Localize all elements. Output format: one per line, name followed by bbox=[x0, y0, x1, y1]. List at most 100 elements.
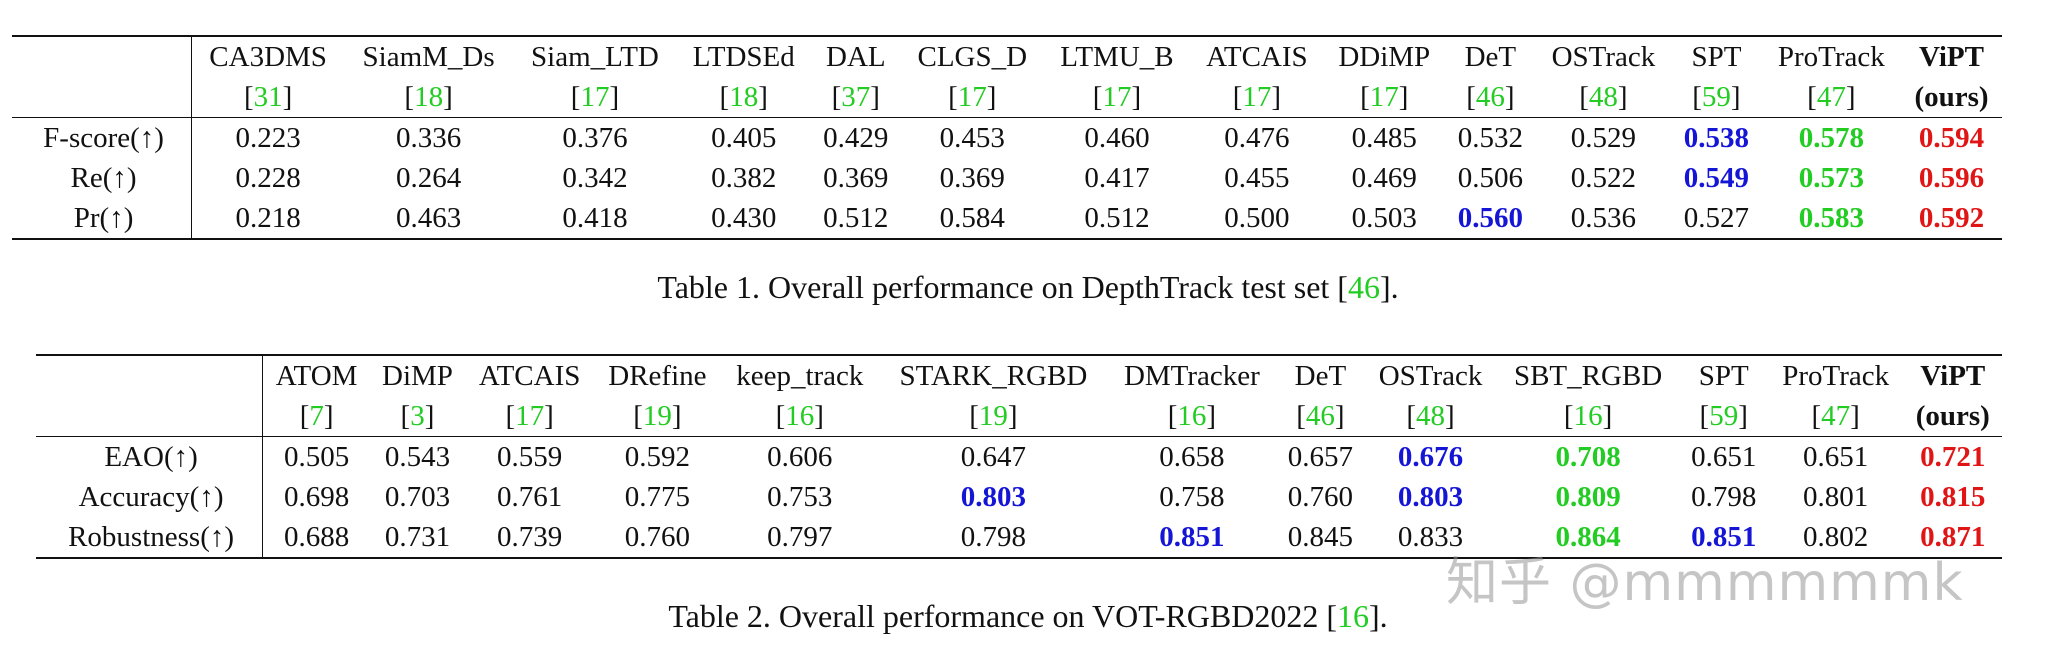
table-cell: 0.802 bbox=[1767, 517, 1904, 559]
column-ref: [16] bbox=[1167, 400, 1217, 432]
citation-link[interactable]: 19 bbox=[642, 400, 672, 432]
table-cell: 0.833 bbox=[1364, 517, 1497, 559]
table-cell: 0.761 bbox=[497, 481, 563, 513]
table-cell: 0.731 bbox=[370, 517, 465, 559]
column-ref: [46] bbox=[1296, 400, 1345, 432]
table-cell: 0.845 bbox=[1276, 517, 1365, 559]
column-ref: [48] bbox=[1406, 400, 1455, 432]
table-cell: 0.775 bbox=[624, 481, 690, 513]
table-cell: 0.578 bbox=[1761, 117, 1901, 158]
table-1-caption: Table 1. Overall performance on DepthTra… bbox=[0, 267, 2056, 307]
column-header: SBT_RGBD bbox=[1496, 354, 1680, 396]
column-ref: [31] bbox=[243, 81, 293, 113]
table-cell: 0.429 bbox=[810, 117, 902, 158]
citation-link[interactable]: 3 bbox=[410, 400, 425, 432]
column-ref: [47] bbox=[1811, 400, 1860, 432]
citation-link[interactable]: 18 bbox=[414, 81, 444, 113]
citation-link[interactable]: 19 bbox=[978, 400, 1008, 432]
table-cell: 0.606 bbox=[720, 436, 880, 477]
table-1: CA3DMS SiamM_Ds Siam_LTD LTDSEd DAL CLGS_D LTM… bbox=[12, 35, 2002, 240]
column-ref: [18] bbox=[404, 81, 453, 113]
table-cell: 0.651 bbox=[1767, 436, 1904, 477]
citation-link[interactable]: 17 bbox=[1102, 81, 1132, 113]
column-header: ProTrack bbox=[1761, 35, 1901, 77]
table-cell: 0.453 bbox=[901, 117, 1044, 158]
column-header: STARK_RGBD bbox=[879, 354, 1108, 396]
column-header: ViPT bbox=[1901, 35, 2002, 77]
table-2-grid: ATOM DiMP ATCAIS DRefine keep_track STARK_RGB… bbox=[36, 354, 2002, 559]
column-ref: (ours) bbox=[1901, 77, 2002, 118]
caption-ref[interactable]: 46 bbox=[1347, 269, 1380, 305]
header-row-refs: [7] [3] [17] [19] [16] [19] [16] [46] [48] [16] [5… bbox=[36, 396, 2002, 437]
citation-link[interactable]: 47 bbox=[1821, 400, 1851, 432]
citation-link[interactable]: 17 bbox=[1369, 81, 1399, 113]
column-ref: [17] bbox=[1092, 81, 1142, 113]
citation-link[interactable]: 18 bbox=[729, 81, 759, 113]
citation-link[interactable]: 16 bbox=[785, 400, 815, 432]
column-header: ProTrack bbox=[1767, 354, 1904, 396]
table-cell: 0.218 bbox=[191, 198, 345, 240]
column-ref: [3] bbox=[400, 400, 435, 432]
table-2: ATOM DiMP ATCAIS DRefine keep_track STARK_RGB… bbox=[36, 354, 2002, 559]
table-cell: 0.815 bbox=[1920, 481, 1986, 513]
citation-link[interactable]: 17 bbox=[957, 81, 987, 113]
citation-link[interactable]: 59 bbox=[1701, 81, 1731, 113]
table-cell: 0.594 bbox=[1901, 117, 2002, 158]
citation-link[interactable]: 17 bbox=[580, 81, 610, 113]
column-ref: [17] bbox=[570, 81, 620, 113]
citation-link[interactable]: 16 bbox=[1177, 400, 1207, 432]
citation-link[interactable]: 17 bbox=[515, 400, 545, 432]
column-header: OSTrack bbox=[1535, 35, 1672, 77]
column-header: DAL bbox=[810, 35, 902, 77]
citation-link[interactable]: 7 bbox=[309, 400, 324, 432]
column-header: DDiMP bbox=[1323, 35, 1446, 77]
table-cell: 0.596 bbox=[1918, 162, 1985, 194]
table-1-grid: CA3DMS SiamM_Ds Siam_LTD LTDSEd DAL CLGS_D LTM… bbox=[12, 35, 2002, 240]
table-row: F-score(↑) 0.223 0.336 0.376 0.405 0.429 0.453… bbox=[12, 117, 2002, 158]
table-cell: 0.592 bbox=[594, 436, 721, 477]
citation-link[interactable]: 47 bbox=[1816, 81, 1846, 113]
column-header: DeT bbox=[1445, 35, 1536, 77]
column-ref: [47] bbox=[1807, 81, 1856, 113]
column-header: Siam_LTD bbox=[513, 35, 677, 77]
corner-cell bbox=[36, 354, 264, 396]
table-cell: 0.529 bbox=[1535, 117, 1672, 158]
citation-link[interactable]: 17 bbox=[1242, 81, 1272, 113]
citation-link[interactable]: 46 bbox=[1305, 400, 1335, 432]
citation-link[interactable]: 37 bbox=[841, 81, 871, 113]
table-cell: 0.864 bbox=[1496, 517, 1680, 559]
corner-cell bbox=[12, 35, 193, 77]
citation-link[interactable]: 31 bbox=[253, 81, 283, 113]
table-cell: 0.592 bbox=[1901, 198, 2002, 240]
citation-link[interactable]: 48 bbox=[1416, 400, 1446, 432]
table-row: Accuracy(↑) 0.698 0.703 0.761 0.775 0.753 0.80… bbox=[36, 477, 2002, 517]
table-cell: 0.430 bbox=[676, 198, 811, 240]
caption-ref[interactable]: 16 bbox=[1337, 598, 1370, 634]
citation-link[interactable]: 48 bbox=[1588, 81, 1618, 113]
row-label: Robustness(↑) bbox=[36, 517, 264, 559]
header-row-names: ATOM DiMP ATCAIS DRefine keep_track STARK_RGB… bbox=[36, 354, 2002, 396]
table-cell: 0.584 bbox=[901, 198, 1044, 240]
table-cell: 0.512 bbox=[810, 198, 902, 240]
citation-link[interactable]: 16 bbox=[1573, 400, 1603, 432]
table-cell: 0.512 bbox=[1043, 198, 1191, 240]
citation-link[interactable]: 59 bbox=[1709, 400, 1739, 432]
column-ref: [17] bbox=[1360, 81, 1409, 113]
table-cell: 0.803 bbox=[1397, 481, 1464, 513]
column-header: SiamM_Ds bbox=[344, 35, 514, 77]
column-ref: [18] bbox=[719, 81, 768, 113]
table-cell: 0.503 bbox=[1323, 198, 1446, 240]
column-header: ATOM bbox=[262, 354, 371, 396]
table-cell: 0.559 bbox=[464, 436, 595, 477]
table-cell: 0.871 bbox=[1903, 517, 2002, 559]
column-ref: [16] bbox=[1563, 400, 1613, 432]
table-cell: 0.538 bbox=[1671, 117, 1762, 158]
citation-link[interactable]: 46 bbox=[1475, 81, 1505, 113]
column-ref: [19] bbox=[969, 400, 1018, 432]
table-cell: 0.369 bbox=[823, 162, 889, 194]
table-cell: 0.376 bbox=[513, 117, 677, 158]
column-header: ViPT bbox=[1903, 354, 2002, 396]
table-cell: 0.536 bbox=[1535, 198, 1672, 240]
table-cell: 0.658 bbox=[1107, 436, 1277, 477]
table-cell: 0.721 bbox=[1903, 436, 2002, 477]
